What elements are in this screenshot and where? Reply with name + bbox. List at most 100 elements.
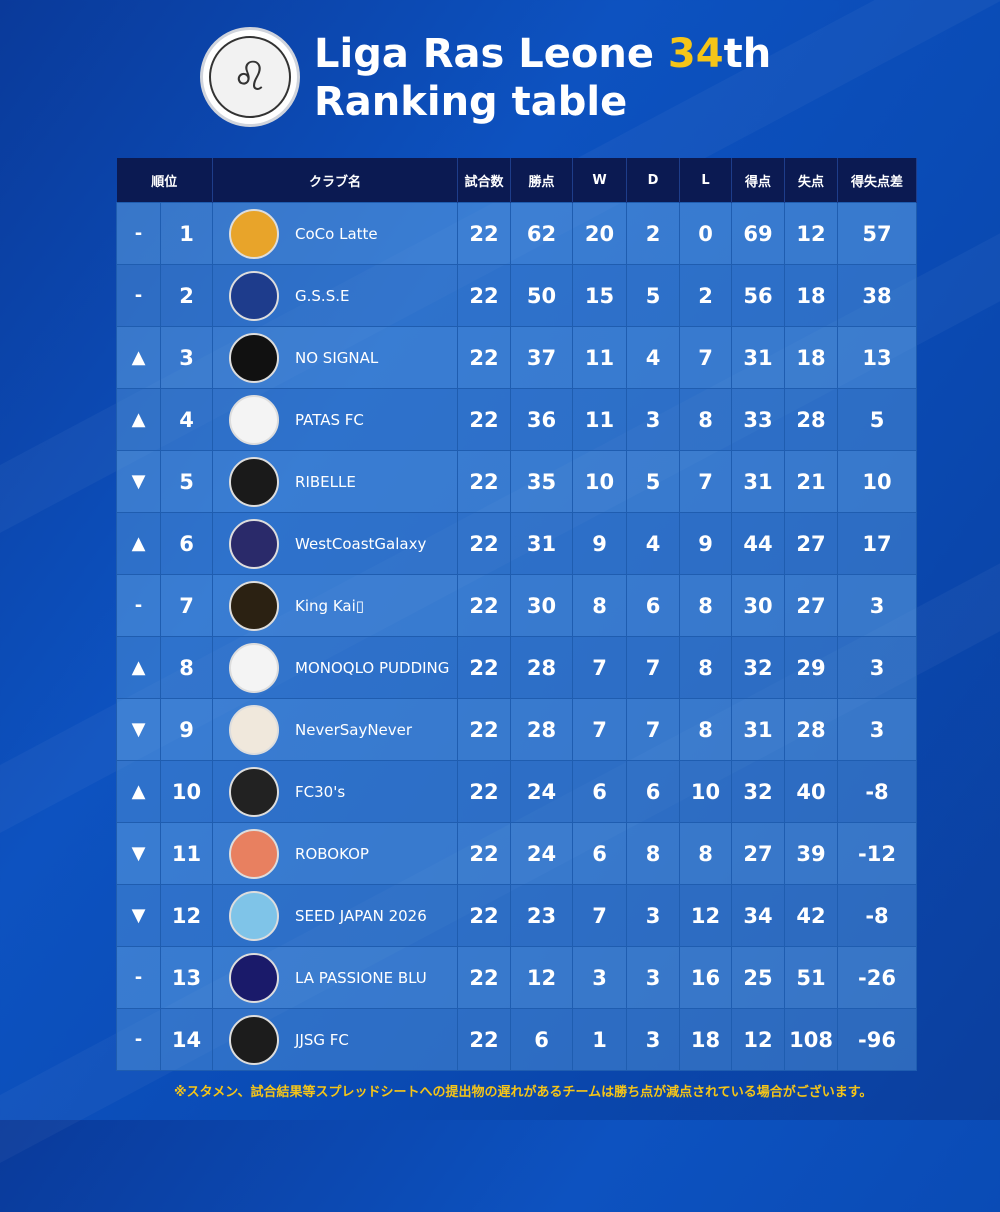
column-header: 得失点差: [837, 158, 918, 203]
stat-l: 18: [679, 1008, 733, 1071]
club-badge-icon: [229, 952, 280, 1003]
club-badge-icon: [229, 580, 280, 631]
stat-w: 7: [572, 884, 628, 947]
stat-w: 6: [572, 760, 628, 823]
stat-p: 22: [457, 512, 512, 575]
stat-l: 16: [679, 946, 733, 1009]
stat-l: 10: [679, 760, 733, 823]
lion-icon: ♌: [209, 36, 291, 118]
stat-p: 22: [457, 202, 512, 265]
stat-w: 6: [572, 822, 628, 885]
club-name: LA PASSIONE BLU: [295, 968, 427, 987]
column-header: L: [679, 158, 733, 203]
rank-cell: 2: [159, 264, 214, 327]
stat-w: 3: [572, 946, 628, 1009]
stat-p: 22: [457, 698, 512, 761]
stat-pts: 30: [510, 574, 574, 637]
stat-l: 12: [679, 884, 733, 947]
stat-ga: 27: [784, 512, 839, 575]
rank-cell: 10: [159, 760, 214, 823]
club-badge-icon: [229, 208, 280, 259]
stat-gf: 25: [731, 946, 786, 1009]
club-name: G.S.S.E: [295, 286, 350, 305]
stat-w: 9: [572, 512, 628, 575]
stat-l: 8: [679, 388, 733, 451]
stat-gd: 3: [837, 574, 918, 637]
stat-gd: -8: [837, 884, 918, 947]
club-cell: JJSG FC: [212, 1008, 459, 1071]
club-cell: MONOQLO PUDDING: [212, 636, 459, 699]
stat-ga: 18: [784, 326, 839, 389]
stat-gf: 34: [731, 884, 786, 947]
stat-w: 20: [572, 202, 628, 265]
club-cell: FC30's: [212, 760, 459, 823]
movement-indicator: -: [116, 1008, 161, 1071]
stat-p: 22: [457, 574, 512, 637]
stat-d: 6: [626, 760, 681, 823]
stat-d: 5: [626, 264, 681, 327]
club-cell: PATAS FC: [212, 388, 459, 451]
stat-gf: 31: [731, 326, 786, 389]
stat-l: 8: [679, 822, 733, 885]
club-cell: G.S.S.E: [212, 264, 459, 327]
stat-l: 9: [679, 512, 733, 575]
club-name: NO SIGNAL: [295, 348, 379, 367]
stat-pts: 28: [510, 636, 574, 699]
stat-gd: -8: [837, 760, 918, 823]
rank-cell: 9: [159, 698, 214, 761]
table-row: ▼ 12 SEED JAPAN 2026 22 23 7 3 12 34 42 -8: [116, 884, 918, 947]
stat-gd: -26: [837, 946, 918, 1009]
stat-gf: 12: [731, 1008, 786, 1071]
club-name: King Kai▯: [295, 596, 365, 615]
stat-gf: 32: [731, 760, 786, 823]
movement-indicator: ▲: [116, 636, 161, 699]
club-name: SEED JAPAN 2026: [295, 906, 427, 925]
stat-d: 2: [626, 202, 681, 265]
stat-ga: 40: [784, 760, 839, 823]
stat-pts: 28: [510, 698, 574, 761]
stat-w: 1: [572, 1008, 628, 1071]
movement-indicator: -: [116, 574, 161, 637]
stat-ga: 29: [784, 636, 839, 699]
stat-p: 22: [457, 326, 512, 389]
club-badge-icon: [229, 828, 280, 879]
club-badge-icon: [229, 642, 280, 693]
stat-ga: 21: [784, 450, 839, 513]
club-name: JJSG FC: [295, 1030, 349, 1049]
column-header: D: [626, 158, 681, 203]
club-badge-icon: [229, 704, 280, 755]
stat-pts: 50: [510, 264, 574, 327]
stat-p: 22: [457, 388, 512, 451]
stat-gd: 13: [837, 326, 918, 389]
stat-gf: 56: [731, 264, 786, 327]
club-cell: WestCoastGalaxy: [212, 512, 459, 575]
stat-gf: 30: [731, 574, 786, 637]
column-header: 得点: [731, 158, 786, 203]
stat-pts: 23: [510, 884, 574, 947]
title-subtitle: Ranking table: [314, 79, 628, 125]
stat-d: 3: [626, 884, 681, 947]
stat-d: 7: [626, 636, 681, 699]
rank-cell: 13: [159, 946, 214, 1009]
stat-gd: 5: [837, 388, 918, 451]
stat-p: 22: [457, 946, 512, 1009]
stat-gf: 27: [731, 822, 786, 885]
stat-l: 8: [679, 698, 733, 761]
movement-indicator: ▼: [116, 822, 161, 885]
stat-pts: 12: [510, 946, 574, 1009]
movement-indicator: -: [116, 264, 161, 327]
stat-d: 3: [626, 1008, 681, 1071]
stat-ga: 28: [784, 388, 839, 451]
stat-pts: 24: [510, 822, 574, 885]
stat-w: 11: [572, 326, 628, 389]
stat-d: 6: [626, 574, 681, 637]
table-row: ▲ 3 NO SIGNAL 22 37 11 4 7 31 18 13: [116, 326, 918, 389]
stat-gd: 57: [837, 202, 918, 265]
club-name: PATAS FC: [295, 410, 364, 429]
stat-l: 7: [679, 450, 733, 513]
stat-gd: -96: [837, 1008, 918, 1071]
stat-ga: 108: [784, 1008, 839, 1071]
movement-indicator: ▲: [116, 388, 161, 451]
stat-p: 22: [457, 636, 512, 699]
stat-pts: 6: [510, 1008, 574, 1071]
